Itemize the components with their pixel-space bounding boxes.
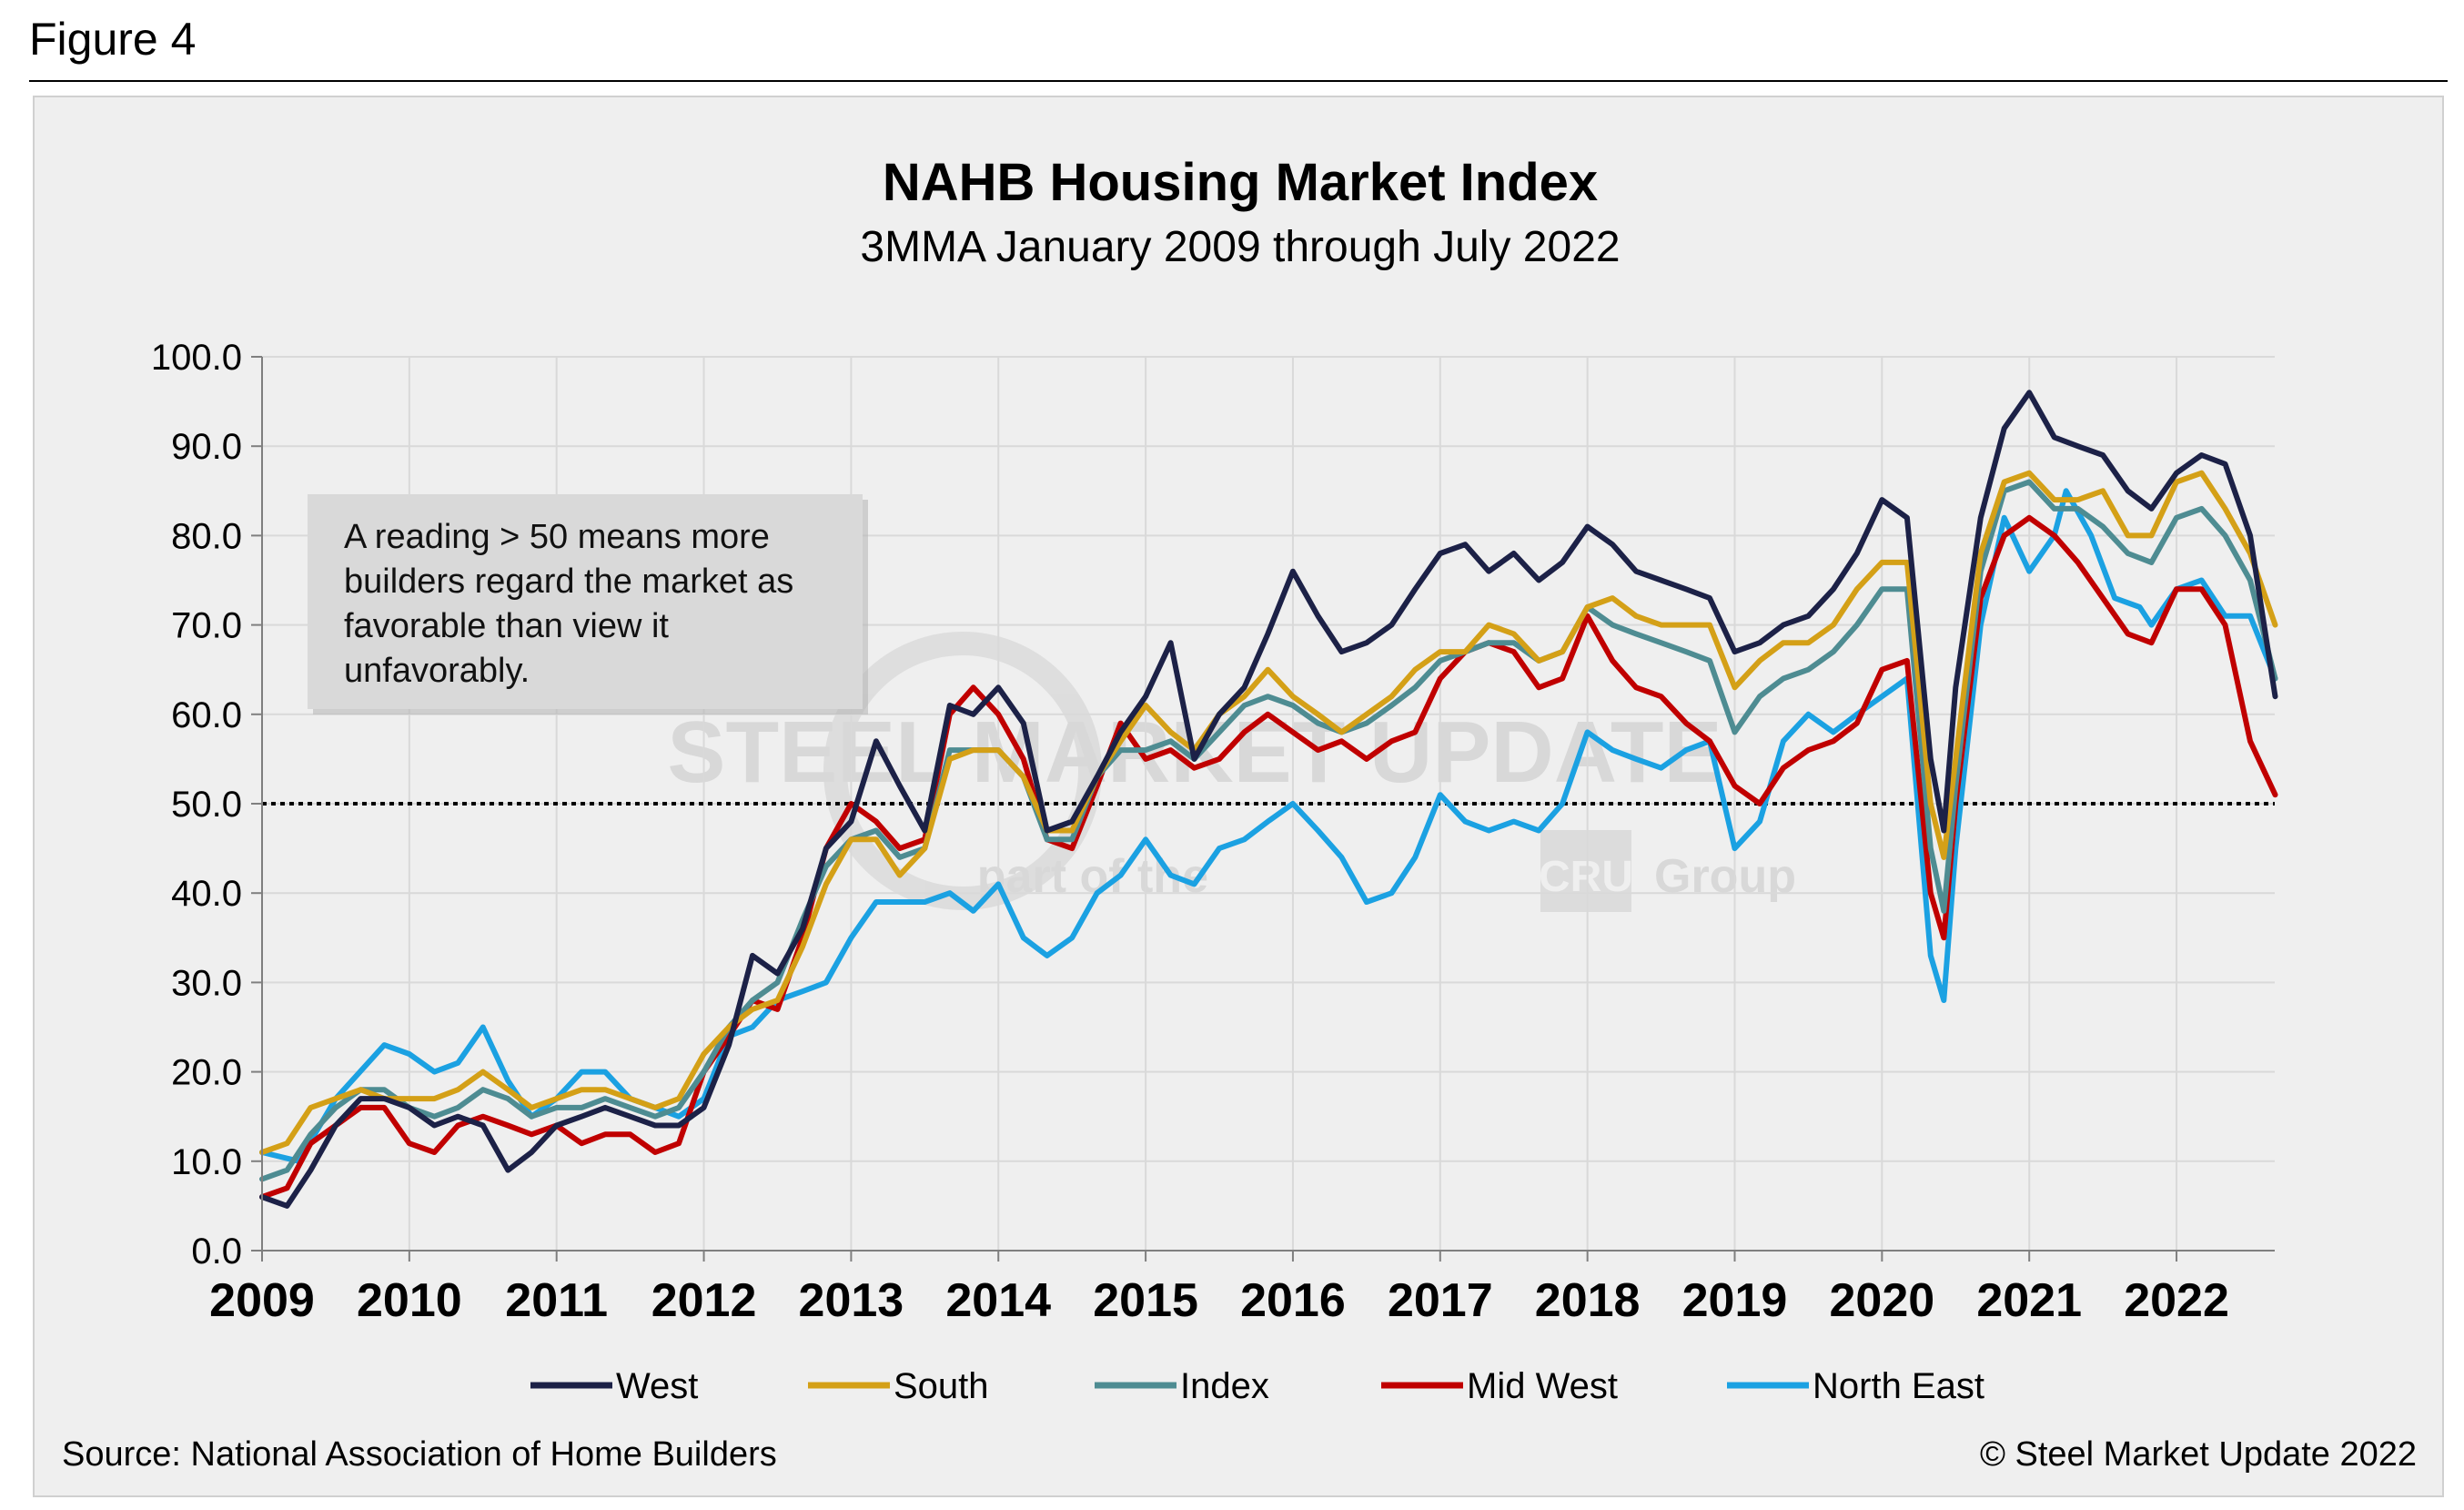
legend: West South Index Mid West North East bbox=[530, 1366, 1984, 1406]
legend-label-south: South bbox=[894, 1366, 989, 1406]
y-tick-label: 20.0 bbox=[171, 1053, 242, 1093]
legend-label-west: West bbox=[616, 1366, 698, 1406]
chart-title: NAHB Housing Market Index bbox=[883, 153, 1598, 212]
x-tick-label: 2012 bbox=[651, 1274, 757, 1327]
y-axis-ticks: 0.0 10.0 20.0 30.0 40.0 50.0 60.0 70.0 80.0 90.0 1… bbox=[151, 338, 262, 1272]
legend-label-north-east: North East bbox=[1813, 1366, 1984, 1406]
chart-subtitle: 3MMA January 2009 through July 2022 bbox=[860, 223, 1620, 271]
y-tick-label: 0.0 bbox=[191, 1231, 242, 1272]
figure-label: Figure 4 bbox=[29, 14, 197, 65]
series-lines bbox=[259, 390, 2278, 1209]
y-tick-label: 50.0 bbox=[171, 785, 242, 825]
note-line-3: favorable than view it bbox=[344, 607, 669, 645]
x-tick-label: 2011 bbox=[505, 1274, 608, 1327]
watermark-ring bbox=[823, 632, 1102, 910]
note-background bbox=[308, 494, 863, 709]
x-tick-label: 2018 bbox=[1535, 1274, 1641, 1327]
series-line-index bbox=[259, 479, 2278, 1182]
x-tick-label: 2020 bbox=[1830, 1274, 1935, 1327]
legend-label-mid-west: Mid West bbox=[1467, 1366, 1618, 1406]
source-note: Source: National Association of Home Bui… bbox=[62, 1435, 777, 1474]
y-tick-label: 80.0 bbox=[171, 516, 242, 556]
x-tick-label: 2022 bbox=[2124, 1274, 2229, 1327]
y-tick-label: 10.0 bbox=[171, 1142, 242, 1182]
x-tick-label: 2010 bbox=[357, 1274, 462, 1327]
note-line-2: builders regard the market as bbox=[344, 562, 793, 601]
note-box: A reading > 50 means more builders regar… bbox=[308, 494, 868, 714]
note-line-4: unfavorably. bbox=[344, 652, 530, 690]
copyright-note: © Steel Market Update 2022 bbox=[1980, 1435, 2417, 1474]
watermark-sub-right: Group bbox=[1654, 850, 1796, 903]
y-tick-label: 30.0 bbox=[171, 963, 242, 1003]
y-tick-label: 100.0 bbox=[151, 338, 242, 378]
note-line-1: A reading > 50 means more bbox=[344, 518, 770, 556]
chart-panel: NAHB Housing Market Index 3MMA January 2… bbox=[33, 96, 2444, 1497]
series-line-south bbox=[259, 470, 2278, 1155]
x-tick-label: 2013 bbox=[799, 1274, 904, 1327]
series-line-mid-west bbox=[259, 514, 2278, 1201]
x-tick-label: 2017 bbox=[1388, 1274, 1493, 1327]
y-tick-label: 40.0 bbox=[171, 874, 242, 914]
legend-label-index: Index bbox=[1180, 1366, 1269, 1406]
y-tick-label: 60.0 bbox=[171, 695, 242, 735]
series-line-west bbox=[259, 390, 2278, 1209]
chart-canvas: NAHB Housing Market Index 3MMA January 2… bbox=[62, 153, 2417, 1474]
x-tick-label: 2009 bbox=[209, 1274, 315, 1327]
x-tick-label: 2016 bbox=[1240, 1274, 1346, 1327]
x-tick-label: 2014 bbox=[945, 1274, 1051, 1327]
x-tick-label: 2015 bbox=[1093, 1274, 1198, 1327]
top-rule bbox=[29, 80, 2448, 82]
watermark-logo-box bbox=[1540, 830, 1631, 912]
y-tick-label: 90.0 bbox=[171, 427, 242, 467]
plot-area: 0.0 10.0 20.0 30.0 40.0 50.0 60.0 70.0 80.0 90.0 1… bbox=[151, 338, 2278, 1327]
x-axis-ticks: 2009 2010 2011 2012 2013 2014 2015 2016 2017 2018… bbox=[209, 1251, 2229, 1327]
x-tick-label: 2019 bbox=[1682, 1274, 1788, 1327]
x-tick-label: 2021 bbox=[1976, 1274, 2082, 1327]
y-tick-label: 70.0 bbox=[171, 606, 242, 646]
